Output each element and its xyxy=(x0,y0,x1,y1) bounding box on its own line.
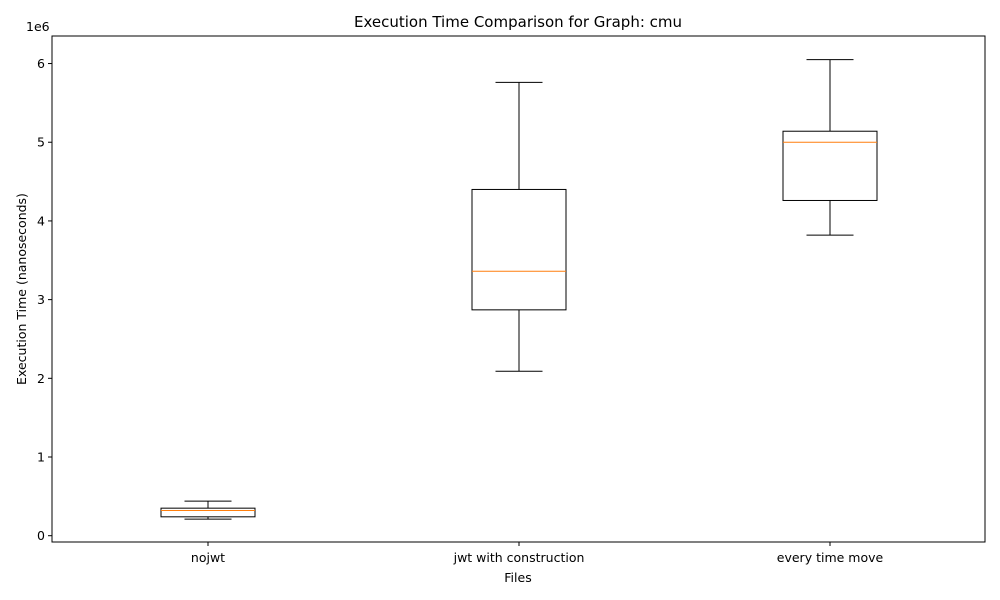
x-tick-label: jwt with construction xyxy=(453,550,585,565)
plot-area: 0 1 2 3 4 5 6 nojwt jwt with construction every t… xyxy=(37,35,986,565)
x-tick-label: nojwt xyxy=(191,550,225,565)
box-body xyxy=(782,130,878,201)
y-tick-label: 2 xyxy=(37,371,45,386)
box-body xyxy=(471,188,567,311)
y-axis-offset-label: 1e6 xyxy=(26,19,50,34)
y-tick-label: 3 xyxy=(37,292,45,307)
y-tick-label: 1 xyxy=(37,450,45,465)
box-body xyxy=(160,507,256,518)
x-tick-label: every time move xyxy=(777,550,884,565)
y-tick-label: 5 xyxy=(37,135,45,150)
y-tick-label: 0 xyxy=(37,528,45,543)
chart-title: Execution Time Comparison for Graph: cmu xyxy=(354,13,682,31)
y-tick-label: 6 xyxy=(37,56,45,71)
y-tick-label: 4 xyxy=(37,213,45,228)
x-axis-label: Files xyxy=(504,570,531,585)
y-axis-label: Execution Time (nanoseconds) xyxy=(14,193,29,385)
